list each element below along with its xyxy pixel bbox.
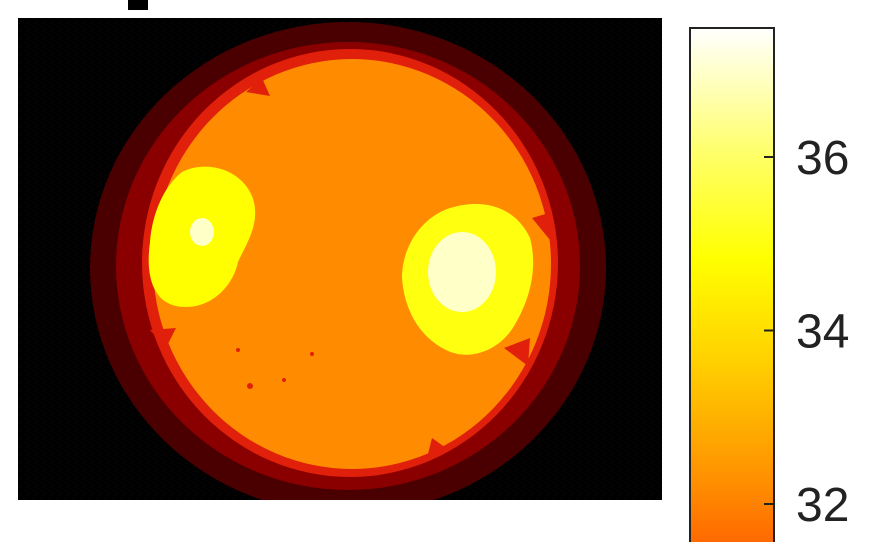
rim-notch (246, 78, 270, 96)
rim-notch (428, 438, 446, 454)
heatmap-region-disk (153, 59, 551, 469)
rim-notch (532, 212, 552, 240)
heatmap-speck (282, 378, 286, 382)
heatmap-region-right-hot-core (428, 232, 496, 312)
rim-notch (504, 338, 530, 366)
heatmap-speck (247, 383, 253, 389)
colorbar: 32 34 36 (689, 27, 849, 542)
colorbar-gradient (690, 28, 774, 542)
heatmap-speck (236, 348, 240, 352)
heatmap-region-left-hot-core (190, 218, 214, 246)
rim-notch (150, 328, 176, 348)
colorbar-tick-label: 34 (796, 306, 849, 359)
cropped-title-fragment (128, 0, 148, 10)
colorbar-ticks: 32 34 36 (764, 132, 849, 532)
heatmap-image (18, 18, 662, 500)
colorbar-tick-label: 36 (796, 132, 849, 185)
heatmap-speck (310, 352, 314, 356)
colorbar-frame (689, 27, 775, 542)
colorbar-tick-label: 32 (796, 479, 849, 532)
